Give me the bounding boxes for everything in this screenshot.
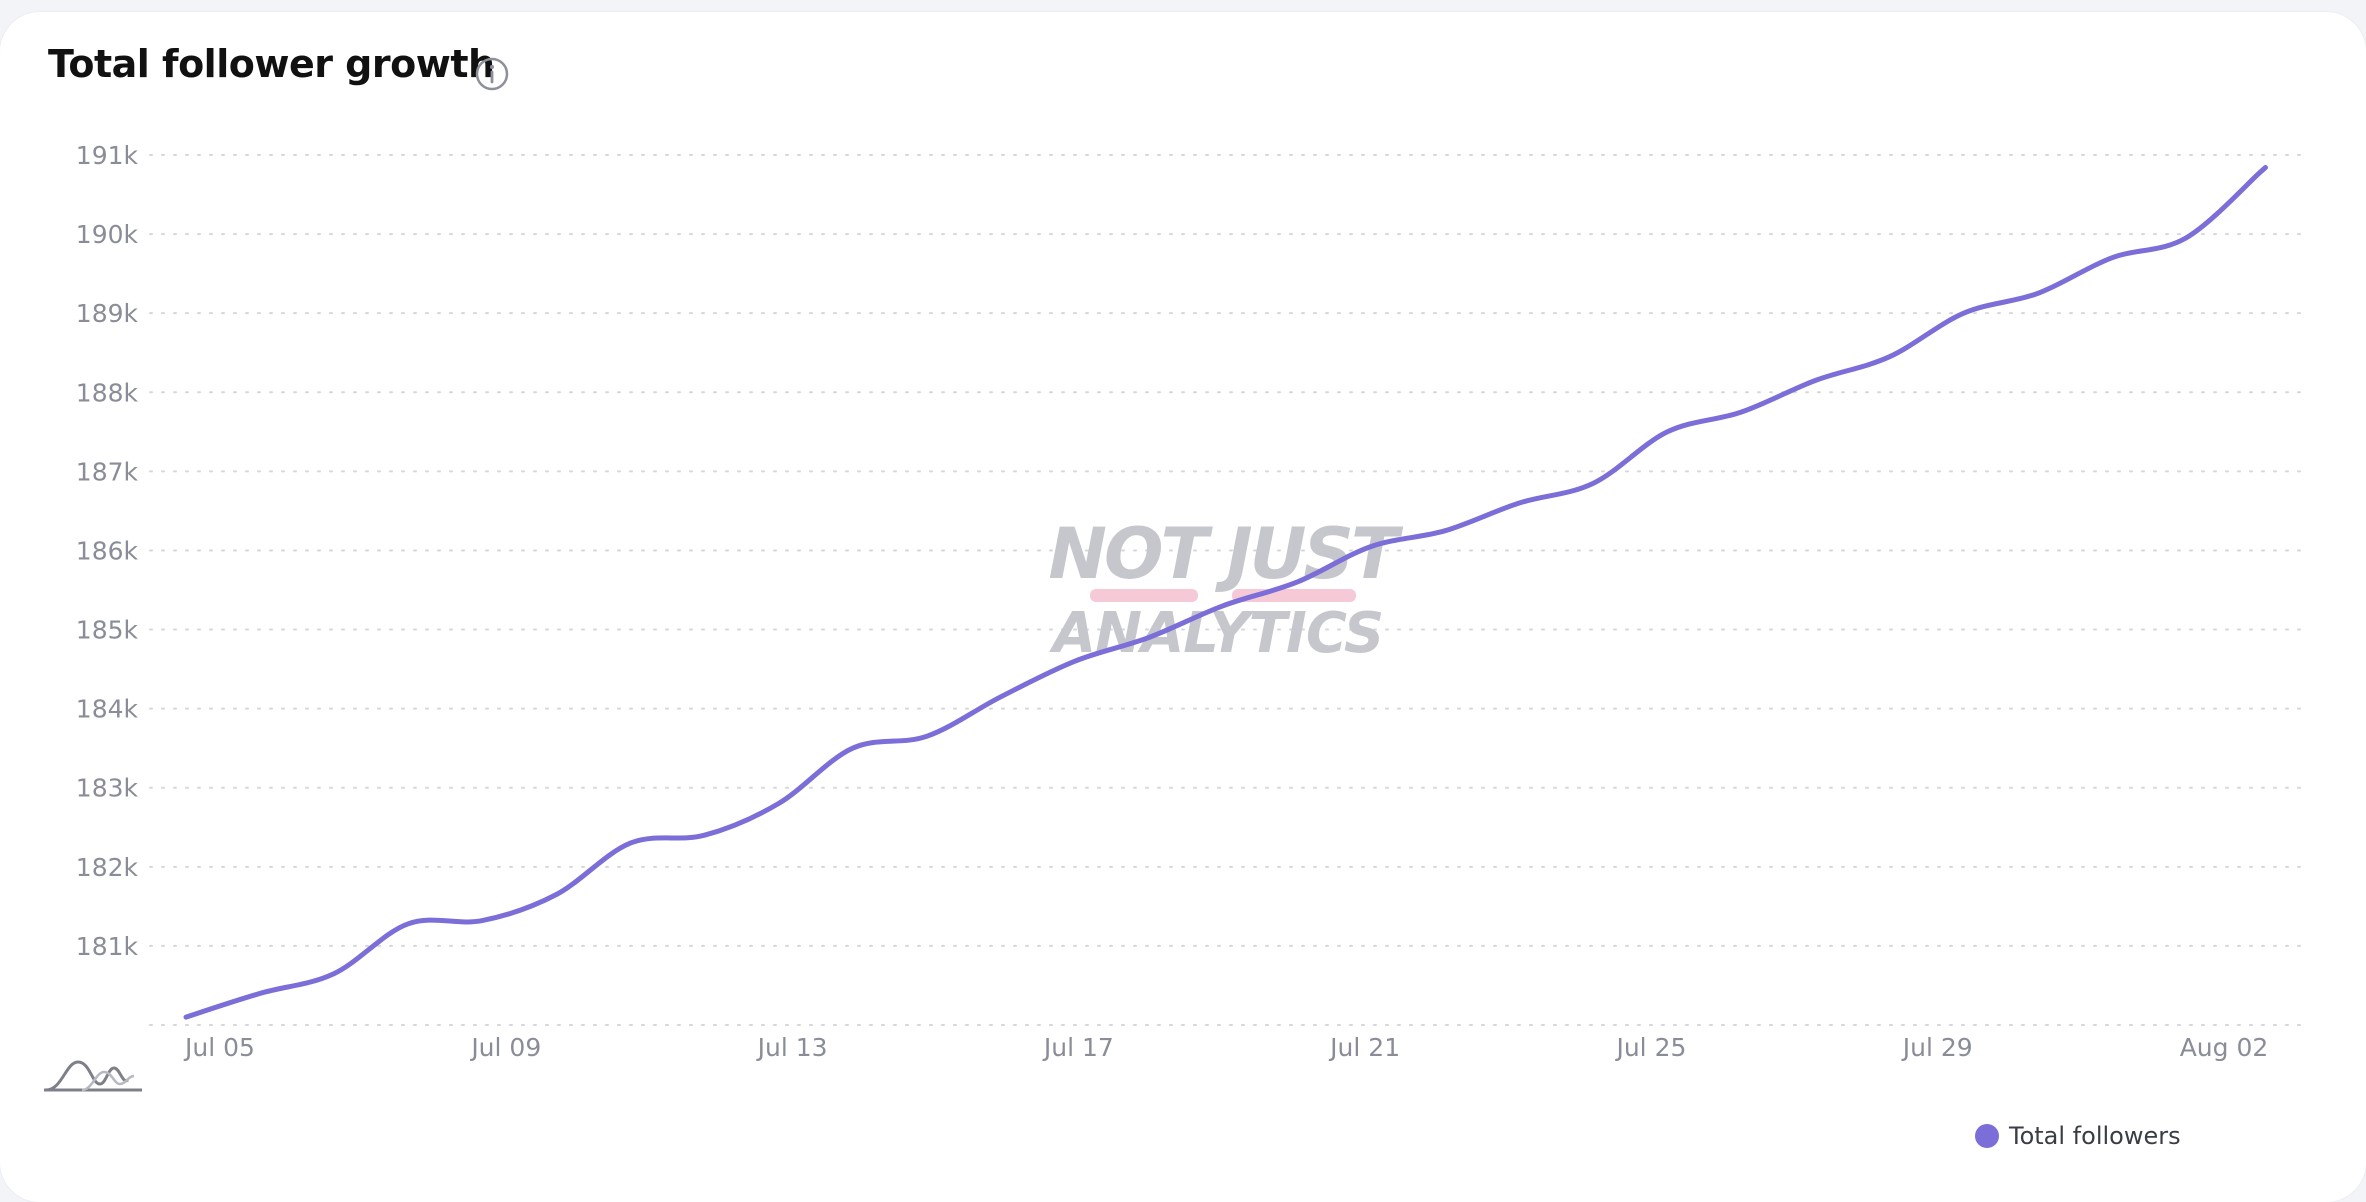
info-icon[interactable] [472,54,512,94]
legend-label: Total followers [2009,1122,2181,1150]
x-tick-label: Jul 29 [1901,1033,1973,1062]
y-tick-label: 188k [76,378,139,407]
y-axis-ticks: 181k 182k 183k 184k 185k 186k 187k 188k 189k 190k… [76,141,139,961]
y-tick-label: 182k [76,853,139,882]
y-tick-label: 185k [76,616,139,645]
chart-legend: Total followers [1975,1122,2181,1150]
x-tick-label: Jul 13 [756,1033,828,1062]
y-tick-label: 187k [76,457,139,486]
y-tick-label: 190k [76,220,139,249]
watermark-logo: NOT JUST ANALYTICS [1048,513,1407,666]
x-tick-label: Aug 02 [2180,1033,2269,1062]
y-tick-label: 184k [76,695,139,724]
series-line [183,165,2268,1020]
x-tick-label: Jul 09 [469,1033,541,1062]
watermark-line2: ANALYTICS [1049,601,1384,666]
wave-chart-icon[interactable] [42,1050,146,1100]
chart-card: Total follower growth [0,12,2366,1202]
y-tick-label: 189k [76,299,139,328]
y-tick-label: 191k [76,141,139,170]
x-tick-label: Jul 21 [1328,1033,1400,1062]
y-tick-label: 181k [76,932,139,961]
chart-title: Total follower growth [48,42,495,86]
series-layer [183,165,2268,1020]
x-tick-label: Jul 17 [1042,1033,1114,1062]
watermark-accent-bar [1090,589,1198,602]
y-tick-label: 186k [76,536,139,565]
x-axis-ticks: Jul 05 Jul 09 Jul 13 Jul 17 Jul 21 Jul 25 Jul … [183,1033,2268,1062]
x-tick-label: Jul 25 [1614,1033,1686,1062]
legend-swatch [1975,1124,1999,1148]
watermark-line1: NOT JUST [1048,513,1404,595]
x-tick-label: Jul 05 [183,1033,255,1062]
y-tick-label: 183k [76,774,139,803]
